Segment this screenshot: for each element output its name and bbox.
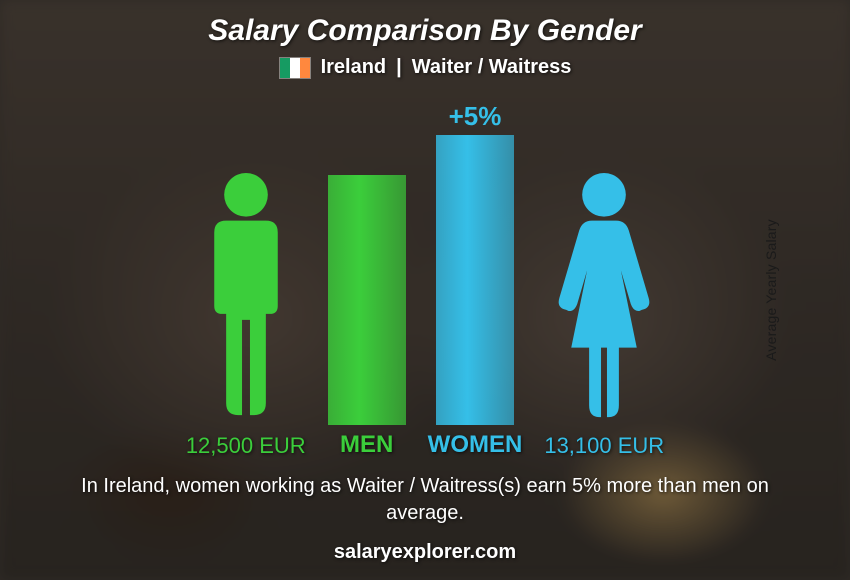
men-bar-col: MEN — [328, 175, 406, 459]
country-label: Ireland — [321, 56, 387, 79]
men-salary-value: 12,500 EUR — [186, 433, 306, 459]
chart-area: 12,500 EUR MEN +5% WOMEN 13,100 EUR — [0, 89, 850, 467]
women-bar: +5% — [436, 135, 514, 425]
women-label: WOMEN — [428, 431, 523, 459]
women-delta-label: +5% — [449, 101, 502, 132]
job-label: Waiter / Waitress — [412, 56, 572, 79]
ireland-flag-icon — [279, 57, 311, 79]
y-axis-label: Average Yearly Salary — [763, 219, 779, 361]
women-bar-col: +5% WOMEN — [428, 135, 523, 459]
woman-icon — [554, 169, 654, 427]
subtitle-row: Ireland | Waiter / Waitress — [279, 56, 572, 79]
men-figure-col: 12,500 EUR — [186, 169, 306, 459]
men-bar — [328, 175, 406, 425]
man-icon — [196, 169, 296, 427]
brand-label: salaryexplorer.com — [334, 541, 516, 564]
men-label: MEN — [340, 431, 393, 459]
summary-text: In Ireland, women working as Waiter / Wa… — [65, 473, 785, 527]
separator: | — [396, 56, 402, 79]
page-title: Salary Comparison By Gender — [208, 14, 641, 48]
women-figure-col: 13,100 EUR — [544, 169, 664, 459]
women-salary-value: 13,100 EUR — [544, 433, 664, 459]
infographic-content: Salary Comparison By Gender Ireland | Wa… — [0, 0, 850, 580]
